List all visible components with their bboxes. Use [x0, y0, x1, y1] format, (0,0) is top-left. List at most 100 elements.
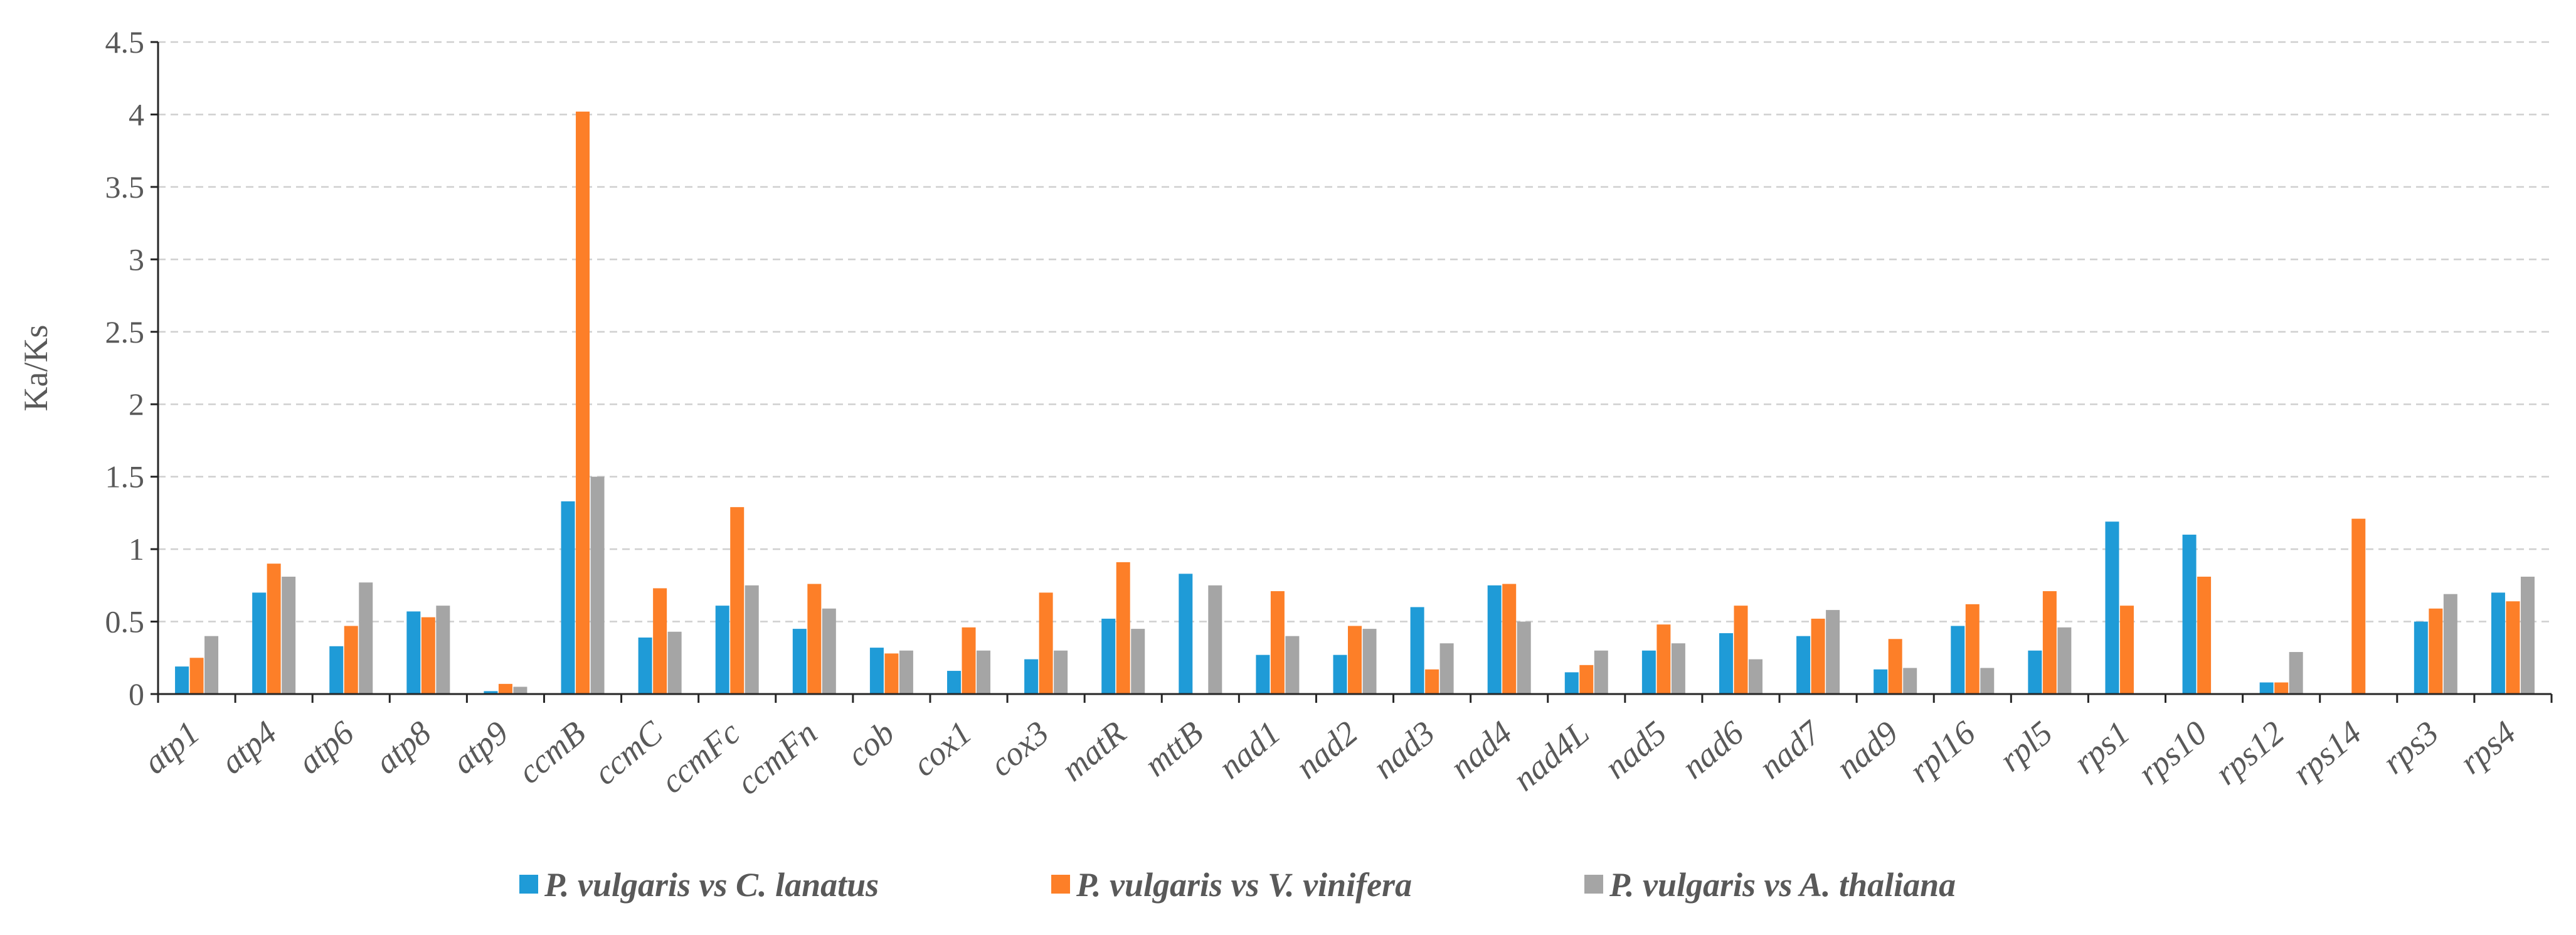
bar-cob-series-2	[884, 653, 899, 694]
bar-nad2-series-3	[1362, 629, 1377, 694]
bar-cox3-series-1	[1024, 659, 1039, 694]
bar-ccmFc-series-2	[730, 507, 745, 694]
bar-nad6-series-1	[1719, 633, 1733, 694]
bar-nad6-series-2	[1734, 606, 1748, 694]
x-tick-label-nad6: nad6	[1675, 713, 1751, 786]
bar-matR-series-2	[1116, 562, 1130, 694]
bar-cob-series-3	[899, 650, 913, 694]
bar-nad1-series-3	[1285, 636, 1300, 694]
bar-cox1-series-2	[962, 627, 976, 694]
bar-nad4L-series-1	[1564, 672, 1579, 694]
bar-ccmFn-series-3	[822, 608, 836, 694]
bar-rpl5-series-1	[2028, 650, 2042, 694]
bar-matR-series-1	[1101, 618, 1116, 694]
bar-rps10-series-2	[2197, 576, 2212, 694]
y-tick-label: 2	[129, 387, 144, 422]
x-tick-label-ccmFc: ccmFc	[654, 713, 747, 800]
bar-atp6-series-1	[329, 646, 344, 694]
bar-nad5-series-2	[1656, 624, 1671, 694]
bar-nad1-series-2	[1270, 591, 1285, 694]
bar-ccmC-series-1	[638, 637, 652, 694]
bar-nad9-series-2	[1888, 639, 1902, 694]
y-tick-label: 1	[129, 532, 144, 567]
bar-nad7-series-2	[1811, 618, 1825, 694]
x-tick-label-nad2: nad2	[1288, 713, 1364, 786]
bar-nad5-series-3	[1671, 643, 1685, 694]
x-tick-label-nad3: nad3	[1366, 713, 1442, 786]
y-tick-label: 0.5	[105, 604, 145, 639]
bar-nad6-series-3	[1748, 659, 1762, 694]
x-tick-label-rps12: rps12	[2208, 713, 2291, 792]
bar-nad4-series-2	[1502, 584, 1517, 694]
x-tick-label-rps1: rps1	[2067, 713, 2137, 781]
bar-rps3-series-1	[2414, 621, 2428, 694]
bar-ccmB-series-1	[561, 501, 575, 694]
bar-atp4-series-3	[282, 576, 296, 694]
bar-rpl5-series-3	[2057, 627, 2072, 694]
y-tick-label: 3	[129, 242, 144, 277]
bar-rps1-series-1	[2105, 521, 2119, 694]
bar-cox1-series-1	[947, 671, 962, 694]
bar-rpl16-series-1	[1951, 626, 1965, 694]
y-tick-label: 4.5	[105, 24, 145, 60]
x-tick-label-nad9: nad9	[1829, 713, 1905, 786]
bar-nad5-series-1	[1641, 650, 1656, 694]
bar-ccmB-series-3	[590, 476, 605, 694]
x-tick-label-ccmB: ccmB	[511, 713, 592, 791]
bar-matR-series-3	[1131, 629, 1145, 694]
bar-nad3-series-1	[1410, 607, 1424, 694]
x-tick-label-rps4: rps4	[2452, 713, 2523, 781]
bar-rpl16-series-2	[1965, 604, 1980, 694]
bar-rps3-series-2	[2429, 608, 2443, 694]
y-tick-label: 3.5	[105, 169, 145, 205]
x-tick-label-atp8: atp8	[368, 713, 438, 781]
bar-nad7-series-1	[1796, 636, 1811, 694]
bar-rps4-series-3	[2520, 576, 2535, 694]
bar-rps4-series-1	[2491, 592, 2505, 694]
x-tick-label-mttB: mttB	[1137, 713, 1211, 784]
bar-cox1-series-3	[977, 650, 991, 694]
y-tick-label: 4	[129, 97, 144, 132]
bar-atp4-series-2	[267, 564, 281, 694]
x-tick-label-nad4L: nad4L	[1506, 713, 1596, 798]
x-tick-label-nad7: nad7	[1752, 713, 1829, 786]
bar-atp9-series-2	[498, 683, 512, 694]
x-tick-label-matR: matR	[1054, 713, 1133, 788]
bar-atp8-series-3	[436, 606, 450, 694]
x-tick-label-atp9: atp9	[445, 713, 516, 781]
x-tick-label-rps3: rps3	[2375, 713, 2446, 781]
bar-ccmFc-series-1	[715, 606, 729, 694]
bar-rps4-series-2	[2506, 601, 2520, 694]
bar-rps12-series-3	[2289, 652, 2303, 694]
legend: P. vulgaris vs C. lanatus P. vulgaris vs …	[519, 866, 1956, 904]
bar-atp9-series-3	[513, 687, 527, 694]
x-tick-label-nad4: nad4	[1443, 713, 1519, 786]
bar-ccmB-series-2	[576, 111, 590, 694]
bar-atp1-series-1	[175, 666, 189, 694]
bar-rps12-series-1	[2259, 682, 2274, 694]
y-tick-label: 2.5	[105, 314, 145, 350]
bar-atp8-series-2	[421, 617, 435, 694]
bar-nad2-series-2	[1348, 626, 1362, 694]
bar-nad4L-series-2	[1579, 665, 1594, 694]
bar-ccmFn-series-1	[792, 629, 807, 694]
x-tick-label-ccmC: ccmC	[586, 713, 671, 793]
bar-ccmC-series-3	[667, 631, 682, 694]
bar-nad3-series-3	[1439, 643, 1454, 694]
bar-nad9-series-3	[1903, 668, 1917, 694]
x-tick-label-atp1: atp1	[136, 713, 206, 781]
bar-nad4-series-3	[1517, 621, 1531, 694]
x-tick-label-cob: cob	[840, 713, 901, 774]
x-tick-label-rpl16: rpl16	[1902, 713, 1982, 789]
x-tick-label-rpl5: rpl5	[1992, 713, 2060, 779]
bar-mttB-series-3	[1208, 585, 1222, 694]
bar-atp1-series-3	[204, 636, 219, 694]
bar-nad9-series-1	[1874, 669, 1888, 694]
bar-atp6-series-3	[359, 582, 373, 694]
x-tick-label-cox1: cox1	[906, 713, 979, 783]
legend-swatch-1	[519, 875, 538, 894]
bar-cox3-series-2	[1039, 592, 1053, 694]
axes	[151, 41, 2553, 703]
